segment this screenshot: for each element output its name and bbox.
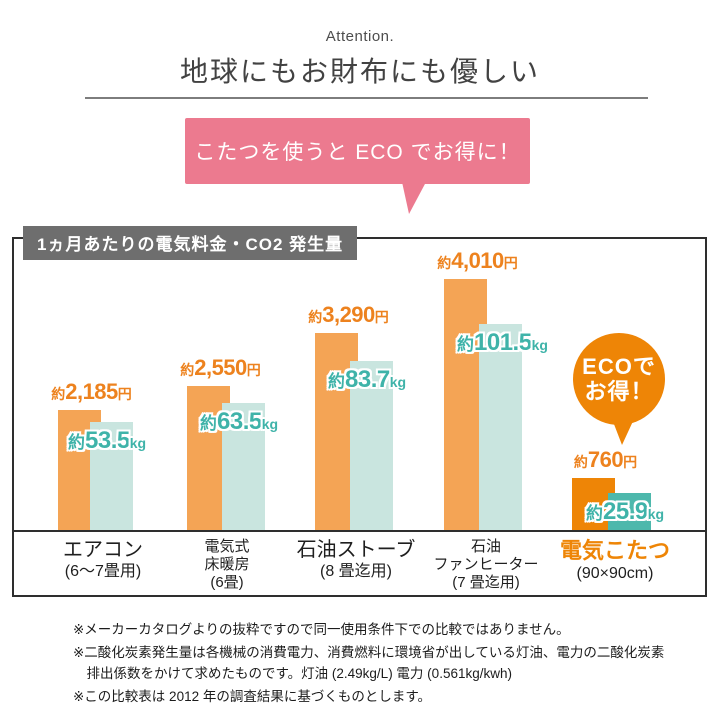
- category-label-line: 電気こたつ: [559, 538, 670, 563]
- attention-eyebrow: Attention.: [325, 28, 395, 45]
- category-label-line: ファンヒーター: [433, 556, 539, 573]
- category-label-line: 電気式: [204, 538, 250, 555]
- chart-title: 1ヵ月あたりの電気料金・CO2 発生量: [23, 226, 358, 260]
- category-label-line: (8 畳迄用): [319, 563, 392, 580]
- category-label-line: 石油ストーブ: [296, 539, 416, 561]
- category-label-line: (90×90cm): [576, 565, 654, 583]
- chart-baseline: [14, 530, 705, 532]
- speech-bubble-text: こたつを使うと ECO でお得に！: [194, 141, 521, 164]
- category-label: 電気式 床暖房 (6畳): [147, 538, 307, 592]
- category-label: 電気こたつ (90×90cm): [535, 538, 695, 584]
- category-label-line: 石油: [470, 538, 501, 555]
- kotatsu-speech-bubble: こたつを使うと ECO でお得に！: [185, 118, 530, 184]
- footnote-2: ※二酸化炭素発生量は各機械の消費電力、消費燃料に環境省が出している灯油、電力の二…: [73, 645, 665, 681]
- footnote-1: ※メーカーカタログよりの抜粋ですので同一使用条件下での比較ではありません。: [73, 622, 570, 637]
- eco-badge-tail-icon: [612, 419, 634, 445]
- category-label: 石油 ファンヒーター (7 畳迄用): [406, 538, 566, 592]
- eco-badge-line1: ECOで: [582, 353, 656, 379]
- speech-bubble-tail-icon: [402, 182, 426, 214]
- footnotes: ※メーカーカタログよりの抜粋ですので同一使用条件下での比較ではありません。 ※二…: [73, 620, 673, 710]
- category-label-line: 床暖房: [204, 556, 250, 573]
- footnote-3: ※この比較表は 2012 年の調査結果に基づくものとします。: [73, 688, 431, 704]
- category-label-line: (7 畳迄用): [452, 574, 520, 591]
- category-label-line: エアコン: [63, 539, 143, 561]
- eco-badge-line2: お得！: [584, 379, 654, 404]
- title-divider: [85, 97, 648, 99]
- category-label-line: (6畳): [210, 574, 244, 591]
- category-label-line: (6〜7畳用): [64, 563, 142, 580]
- category-label: エアコン (6〜7畳用): [23, 538, 183, 581]
- category-label: 石油ストーブ (8 畳迄用): [276, 538, 436, 581]
- eco-badge: ECOで お得！: [573, 333, 665, 425]
- page-title: 地球にもお財布にも優しい: [179, 56, 540, 87]
